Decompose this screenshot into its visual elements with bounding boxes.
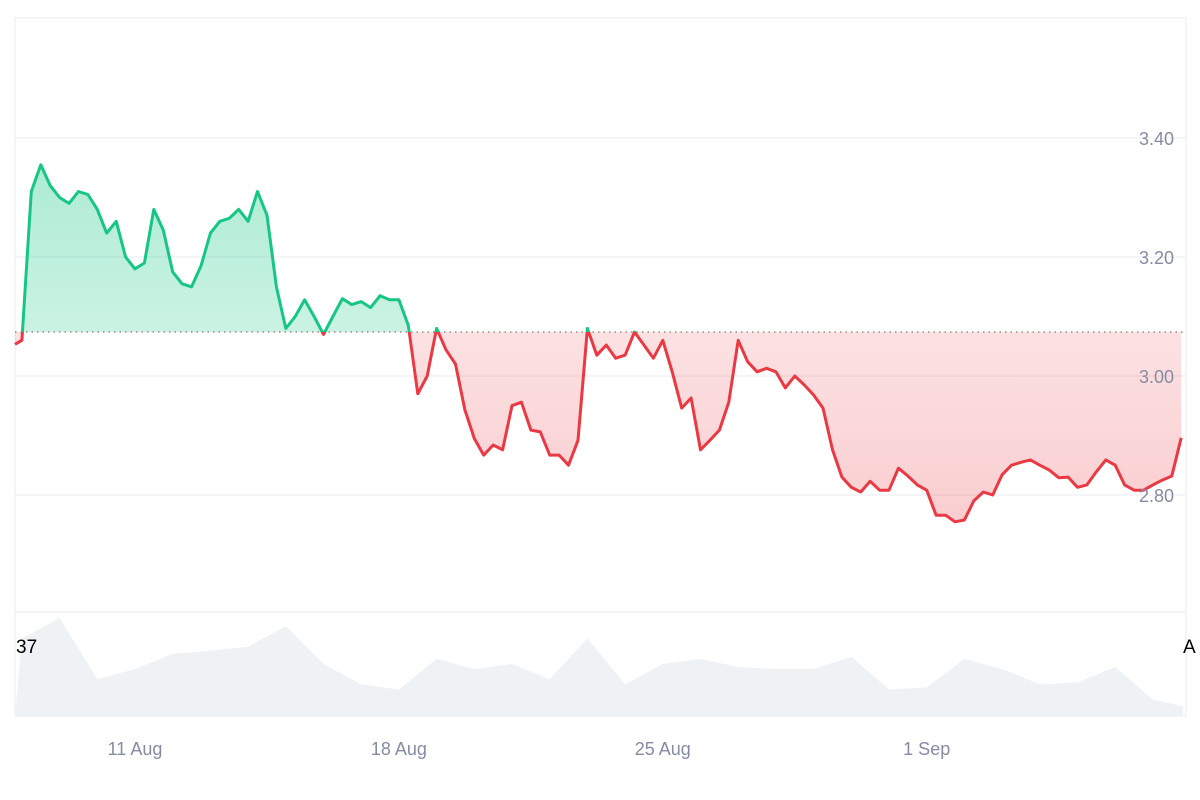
volume-label-left: 37 bbox=[16, 637, 37, 658]
area-below-baseline bbox=[15, 331, 1182, 522]
y-tick-label: 3.20 bbox=[1139, 248, 1174, 268]
x-tick-label: 18 Aug bbox=[371, 739, 427, 759]
x-tick-label: 1 Sep bbox=[903, 739, 950, 759]
volume-area-path bbox=[15, 618, 1183, 716]
price-line-down bbox=[14, 331, 1183, 524]
x-tick-label: 25 Aug bbox=[635, 739, 691, 759]
price-fill bbox=[15, 164, 1182, 522]
y-axis: 3.40 3.20 3.00 2.80 bbox=[1139, 129, 1174, 506]
y-tick-label: 3.40 bbox=[1139, 129, 1174, 149]
volume-area bbox=[15, 618, 1183, 716]
y-tick-label: 2.80 bbox=[1139, 486, 1174, 506]
x-tick-label: 11 Aug bbox=[108, 739, 163, 759]
x-axis: 11 Aug 18 Aug 25 Aug 1 Sep bbox=[108, 739, 951, 759]
y-tick-label: 3.00 bbox=[1139, 367, 1174, 387]
price-line-up bbox=[20, 163, 637, 332]
volume-label-right: A bbox=[1183, 637, 1196, 658]
area-above-baseline bbox=[15, 164, 1182, 332]
price-lines bbox=[14, 163, 1183, 524]
